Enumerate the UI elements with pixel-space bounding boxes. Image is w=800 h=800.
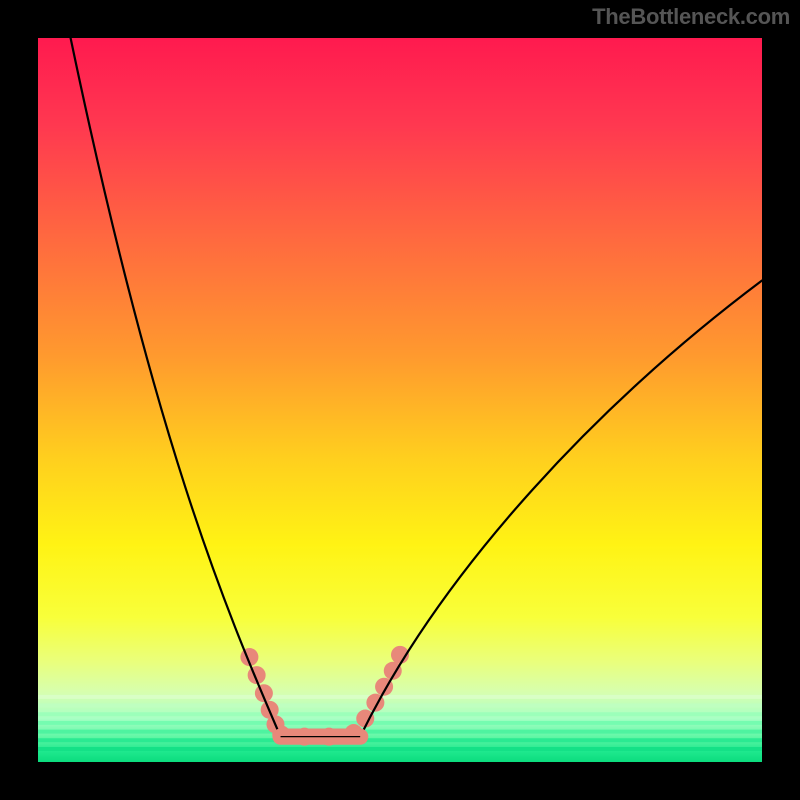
watermark-text: TheBottleneck.com xyxy=(592,4,790,30)
chart-stage: TheBottleneck.com xyxy=(0,0,800,800)
bottleneck-chart-svg xyxy=(0,0,800,800)
